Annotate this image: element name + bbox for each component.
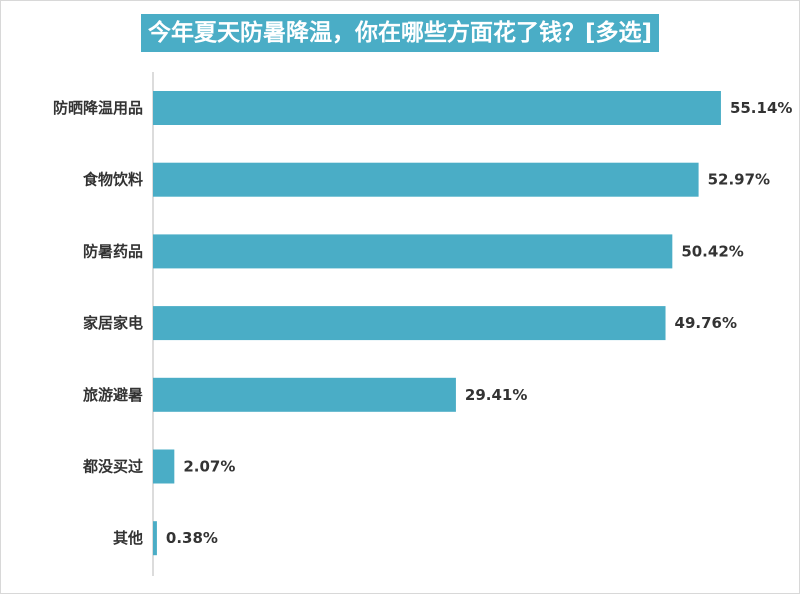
title-container: 今年夏天防暑降温，你在哪些方面花了钱？[多选] (0, 14, 800, 52)
category-label: 家居家电 (83, 314, 143, 332)
bar (153, 449, 175, 484)
value-label: 29.41% (465, 386, 527, 404)
value-label: 0.38% (166, 529, 218, 547)
category-label: 旅游避暑 (83, 386, 143, 404)
bars-group: 防晒降温用品 55.14% 食物饮料 52.97% 防暑药品 50.42% 家居家电 49.7… (53, 91, 792, 556)
chart-title: 今年夏天防暑降温，你在哪些方面花了钱？[多选] (140, 14, 660, 52)
value-label: 2.07% (183, 458, 235, 476)
bar (153, 377, 456, 412)
bar (153, 234, 673, 269)
category-label: 防晒降温用品 (53, 99, 143, 117)
bar (153, 162, 699, 197)
value-label: 55.14% (730, 99, 792, 117)
bar (153, 306, 666, 341)
bar (153, 521, 157, 556)
category-label: 防暑药品 (83, 242, 143, 260)
category-label: 食物饮料 (83, 171, 143, 189)
bar (153, 91, 721, 125)
value-label: 49.76% (675, 314, 737, 332)
value-label: 50.42% (681, 242, 743, 260)
category-label: 都没买过 (82, 458, 143, 476)
category-label: 其他 (113, 529, 143, 547)
value-label: 52.97% (708, 171, 770, 189)
